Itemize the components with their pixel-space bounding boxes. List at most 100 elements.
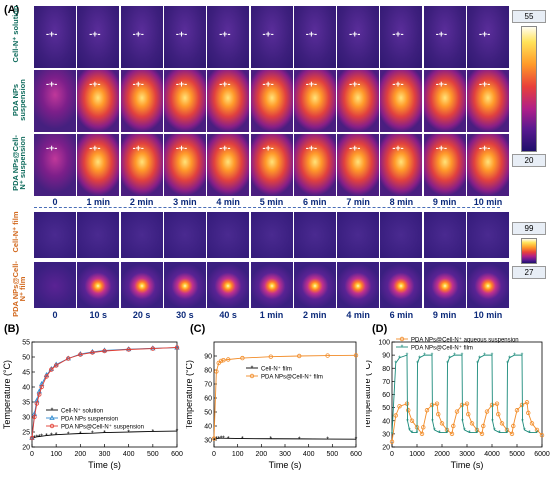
crosshair-icon: -+- [46,143,58,153]
x-tick-label: 0 [212,451,216,458]
y-tick-label: 30 [204,438,212,445]
data-point [526,410,531,416]
data-point: * [241,436,244,443]
data-point [529,421,535,426]
thermal-tile-r5-7 [337,262,380,308]
crosshair-icon: -+- [479,143,491,153]
data-point: * [461,353,464,360]
data-point [449,431,455,437]
data-point: * [418,355,421,362]
thermal-tile-r3-2: -+- [120,134,163,196]
data-point: * [269,436,272,443]
thermal-tile-r3-5: -+- [250,134,293,196]
y-axis-label: Temperature (°C) [2,360,12,429]
data-point: * [446,430,449,437]
data-point: * [398,355,401,362]
data-point [211,436,217,441]
data-point [393,413,398,418]
data-point: * [45,433,48,440]
data-point: * [506,361,509,368]
data-point: * [40,434,43,441]
time-label-bottom-0: 0 [52,310,58,320]
data-point [89,348,96,354]
data-point [514,408,520,413]
data-point: * [521,418,524,425]
legend-label: PDA NPs suspension [61,416,118,422]
thermal-tile-r5-6 [293,262,336,308]
data-point [53,363,59,368]
x-tick-label: 200 [255,451,267,458]
thermal-tile-r2-7: -+- [337,70,380,132]
data-point: * [35,434,38,441]
time-label-top-0: 0 [52,197,58,207]
thermal-tile-r3-7: -+- [337,134,380,196]
x-tick-label: 500 [147,451,159,458]
data-point [534,427,540,433]
data-point [421,425,426,430]
thermal-tile-r3-4: -+- [207,134,250,196]
thermal-tile-r3-8: -+- [380,134,423,196]
data-point: * [79,431,82,438]
data-point: * [508,355,511,362]
y-tick-label: 70 [204,382,212,389]
data-point [218,358,224,364]
data-point: * [528,430,531,437]
data-point: * [394,361,397,368]
data-point [494,401,500,406]
thermal-tile-r4-0 [34,212,76,258]
thermal-tile-r5-3 [163,262,206,308]
data-point [406,408,411,413]
panel-label-d: (D) [372,323,388,335]
data-point: * [433,427,436,434]
legend-label: Cell-N⁺ film [261,365,292,372]
y-tick-label: 90 [204,354,212,361]
data-point: * [521,353,524,360]
data-point [389,439,395,444]
data-point: * [438,430,441,437]
series-line-0 [391,401,543,442]
thermal-tile-r2-6: -+- [293,70,336,132]
legend-marker [49,423,55,429]
data-point: * [453,353,456,360]
time-label-top-10: 10 min [473,197,503,207]
x-tick-label: 0 [390,451,394,458]
data-point [44,374,49,379]
data-point [174,345,180,350]
series-line-1 [213,354,357,439]
x-tick-label: 0 [30,451,34,458]
time-label-top-2: 2 min [129,197,154,207]
data-point [511,423,516,429]
crosshair-icon: -+- [435,143,447,153]
y-tick-label: 100 [378,340,390,347]
crosshair-icon: -+- [479,29,491,39]
thermal-tile-r2-9: -+- [423,70,466,132]
thermal-tile-r5-5 [250,262,293,308]
data-point [90,350,95,355]
crosshair-icon: -+- [349,79,361,89]
data-point [353,353,359,358]
crosshair-icon: -+- [175,29,188,39]
crosshair-icon: -+- [219,79,231,89]
data-point [496,411,501,417]
x-tick-label: 100 [50,451,62,458]
y-tick-label: 20 [22,445,30,452]
y-tick-label: 60 [204,396,212,403]
colorbar-bottom-min: 27 [512,266,546,279]
colorbar-top [521,26,537,152]
data-point: * [523,427,526,434]
x-tick-label: 300 [99,451,111,458]
data-point: * [298,436,301,443]
y-tick-label: 45 [22,370,30,377]
colorbar-bottom-max: 99 [512,222,546,235]
data-point [214,369,219,374]
data-point [268,354,273,359]
time-label-top-3: 3 min [173,197,197,207]
data-point: * [476,361,479,368]
data-point: * [468,430,471,437]
data-point: * [222,436,225,443]
y-tick-label: 50 [204,410,212,417]
section-divider [34,207,500,208]
thermal-tile-r3-1: -+- [77,134,120,196]
data-point: * [431,418,434,425]
data-point: * [220,436,223,443]
